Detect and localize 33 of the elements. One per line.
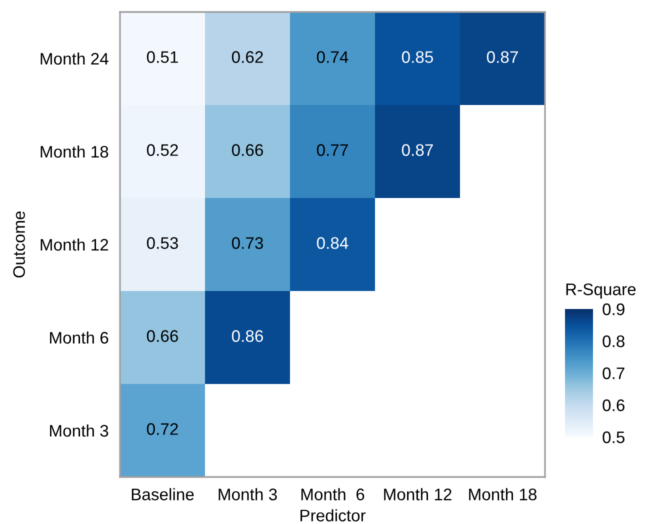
- x-tick-label: Baseline: [132, 488, 194, 500]
- data-label: 0.62: [232, 51, 263, 63]
- data-label: 0.86: [232, 330, 263, 342]
- data-label: 0.66: [232, 144, 263, 156]
- data-label: 0.87: [486, 51, 518, 63]
- color-bar-title: R-Square: [566, 283, 636, 299]
- data-label: 0.87: [402, 144, 433, 156]
- data-label: 0.74: [316, 51, 348, 63]
- y-tick-label: Month 3: [50, 424, 108, 437]
- data-label: 0.51: [146, 51, 178, 63]
- y-axis-title: Outcome: [13, 211, 25, 278]
- y-tick-label: Month 18: [40, 145, 108, 158]
- color-bar-label: 0.9: [602, 303, 624, 316]
- y-tick-label: Month 6: [50, 331, 108, 344]
- color-bar-label: 0.8: [602, 335, 624, 348]
- data-label: 0.66: [146, 330, 178, 342]
- data-label: 0.73: [232, 237, 263, 249]
- color-bar-label: 0.7: [602, 367, 624, 380]
- x-tick-label: Month 6: [301, 488, 364, 500]
- data-label: 0.72: [146, 423, 178, 435]
- y-tick-label: Month 12: [40, 238, 108, 251]
- x-tick-label: Month 3: [218, 488, 277, 500]
- y-tick-label: Month 24: [40, 52, 108, 65]
- color-bar-label: 0.6: [602, 399, 624, 412]
- data-label: 0.53: [146, 237, 178, 249]
- data-label: 0.85: [402, 51, 434, 63]
- data-label: 0.52: [146, 144, 178, 156]
- x-tick-label: Month 12: [384, 488, 452, 500]
- x-tick-label: Month 18: [469, 488, 537, 500]
- data-label: 0.77: [316, 144, 348, 156]
- data-label: 0.84: [316, 237, 348, 249]
- x-axis-title: Predictor: [300, 509, 366, 522]
- color-bar-label: 0.5: [602, 431, 624, 444]
